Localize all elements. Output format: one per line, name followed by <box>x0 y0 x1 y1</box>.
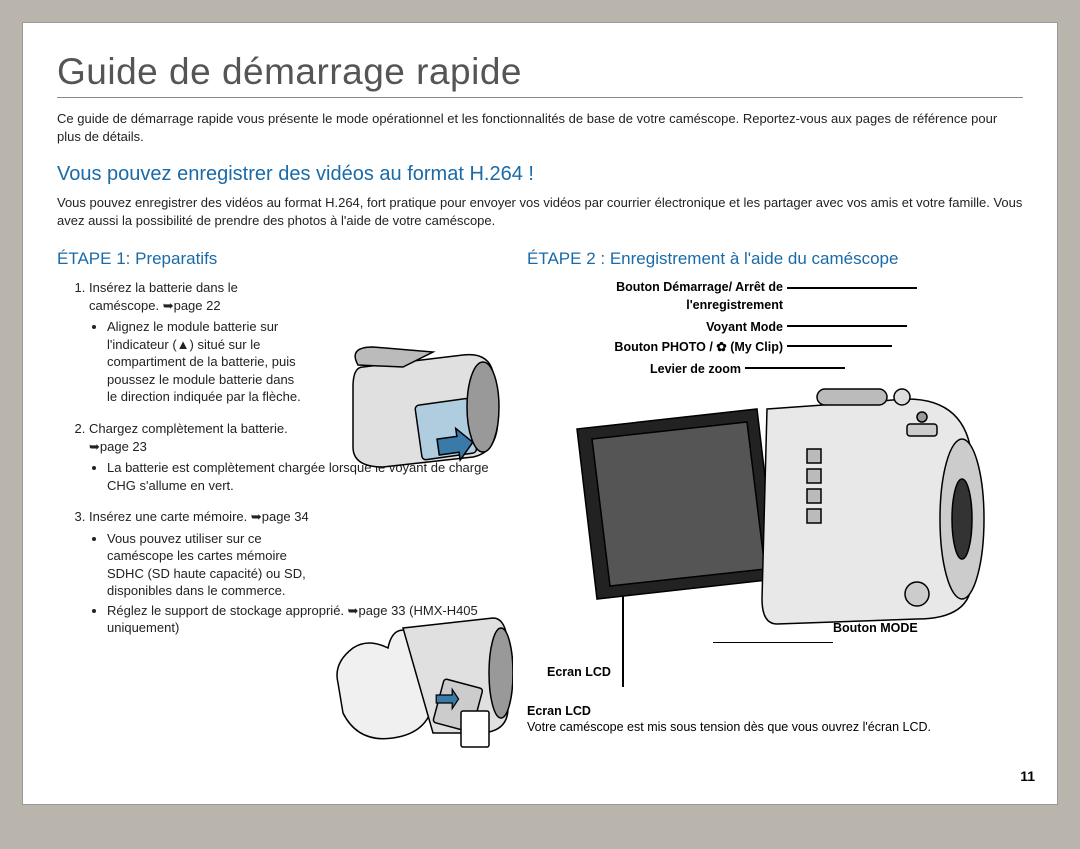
section-intro: Vous pouvez enregistrer des vidéos au fo… <box>57 194 1023 229</box>
camcorder-diagram: Bouton Démarrage/ Arrêt de l'enregistrem… <box>527 279 1023 699</box>
step2-heading: ÉTAPE 2 : Enregistrement à l'aide du cam… <box>527 249 1023 269</box>
sdcard-insert-illustration <box>333 593 513 763</box>
lcd-note-text: Votre caméscope est mis sous tension dès… <box>527 720 931 734</box>
leader-line <box>787 325 907 327</box>
label-mode-light: Voyant Mode <box>623 319 783 337</box>
step1-item-3-text: Insérez une carte mémoire. ➥page 34 <box>89 508 497 526</box>
lcd-note: Ecran LCD Votre caméscope est mis sous t… <box>527 703 1023 736</box>
two-column-layout: ÉTAPE 1: Preparatifs Insérez la batterie… <box>57 249 1023 736</box>
column-step2: ÉTAPE 2 : Enregistrement à l'aide du cam… <box>527 249 1023 736</box>
step1-item-2-text: Chargez complètement la batterie. ➥page … <box>89 420 289 455</box>
label-photo-button: Bouton PHOTO / ✿ (My Clip) <box>553 339 783 357</box>
step1-item-1-text: Insérez la batterie dans le caméscope. ➥… <box>89 279 289 314</box>
step1-item-1-sub-1: Alignez le module batterie sur l'indicat… <box>107 318 307 406</box>
intro-paragraph: Ce guide de démarrage rapide vous présen… <box>57 110 1023 145</box>
step1-item-3-sub-1: Vous pouvez utiliser sur ce caméscope le… <box>107 530 307 600</box>
section-subtitle: Vous pouvez enregistrer des vidéos au fo… <box>57 163 1023 186</box>
leader-line <box>787 345 892 347</box>
page-number: 11 <box>1020 768 1035 784</box>
title-divider <box>57 97 1023 98</box>
leader-line <box>787 287 917 289</box>
step1-heading: ÉTAPE 1: Preparatifs <box>57 249 497 269</box>
label-photo-suffix: (My Clip) <box>727 340 783 354</box>
label-rec-button: Bouton Démarrage/ Arrêt de l'enregistrem… <box>583 279 783 314</box>
camcorder-illustration <box>567 369 987 669</box>
manual-page: Guide de démarrage rapide Ce guide de dé… <box>22 22 1058 805</box>
clip-icon: ✿ <box>716 340 726 354</box>
label-photo-prefix: Bouton PHOTO / <box>614 340 716 354</box>
page-title: Guide de démarrage rapide <box>57 51 1023 93</box>
battery-insert-illustration <box>343 337 503 497</box>
lcd-note-label: Ecran LCD <box>527 704 591 718</box>
